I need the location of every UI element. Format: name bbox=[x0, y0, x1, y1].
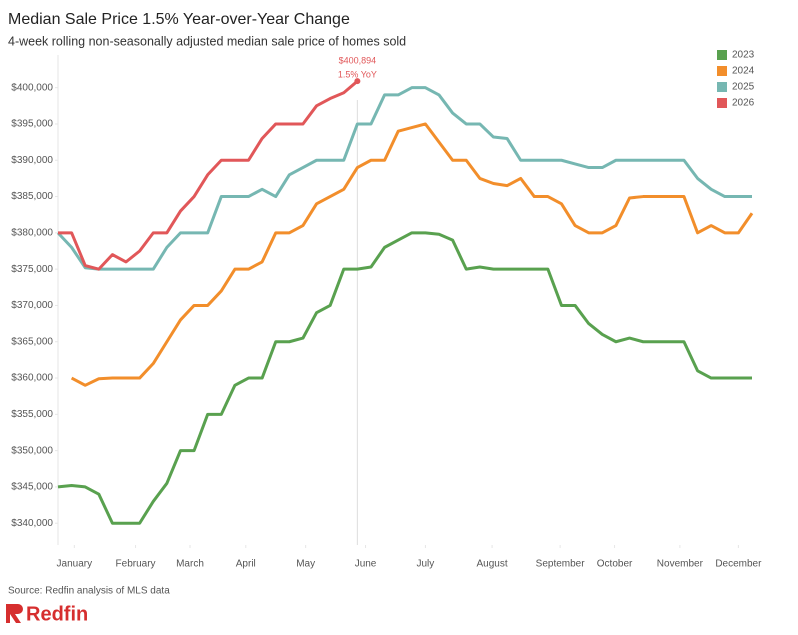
series-line bbox=[58, 80, 359, 271]
x-tick-label: November bbox=[657, 559, 704, 570]
series-line bbox=[70, 122, 754, 387]
x-tick-label: March bbox=[176, 559, 204, 570]
x-tick-label: June bbox=[355, 559, 377, 570]
source: Source: Redfin analysis of MLS data bbox=[8, 586, 170, 597]
legend-label: 2023 bbox=[732, 50, 755, 61]
y-tick-label: $365,000 bbox=[11, 336, 53, 347]
x-tick-label: January bbox=[57, 559, 93, 570]
logo-icon bbox=[6, 604, 23, 623]
legend-label: 2025 bbox=[732, 82, 755, 93]
x-tick-label: May bbox=[296, 559, 315, 570]
x-tick-label: July bbox=[417, 559, 435, 570]
series-line bbox=[57, 231, 752, 525]
legend-label: 2026 bbox=[732, 98, 755, 109]
y-tick-label: $400,000 bbox=[11, 82, 53, 93]
y-tick-label: $350,000 bbox=[11, 445, 53, 456]
legend-swatch bbox=[717, 66, 727, 76]
y-tick-label: $385,000 bbox=[11, 191, 53, 202]
legend-label: 2024 bbox=[732, 66, 755, 77]
x-tick-label: April bbox=[236, 559, 256, 570]
series-line bbox=[56, 86, 752, 271]
annotation: $400,894 bbox=[339, 56, 377, 66]
x-tick-label: December bbox=[715, 559, 762, 570]
y-tick-label: $370,000 bbox=[11, 300, 53, 311]
chart-title: Median Sale Price 1.5% Year-over-Year Ch… bbox=[8, 11, 350, 28]
y-tick-label: $360,000 bbox=[11, 373, 53, 384]
end-point bbox=[354, 78, 361, 85]
x-tick-label: August bbox=[477, 559, 508, 570]
x-tick-label: February bbox=[116, 559, 156, 570]
y-tick-label: $395,000 bbox=[11, 119, 53, 130]
y-tick-label: $390,000 bbox=[11, 155, 53, 166]
y-tick-label: $355,000 bbox=[11, 409, 53, 420]
x-tick-label: October bbox=[597, 559, 633, 570]
logo: Redfin bbox=[26, 603, 88, 625]
legend-swatch bbox=[717, 50, 727, 60]
x-tick-label: September bbox=[536, 559, 586, 570]
legend-swatch bbox=[717, 82, 727, 92]
y-tick-label: $380,000 bbox=[11, 227, 53, 238]
annotation: 1.5% YoY bbox=[338, 70, 377, 80]
legend-swatch bbox=[717, 98, 727, 108]
chart-subtitle: 4-week rolling non-seasonally adjusted m… bbox=[8, 34, 406, 48]
y-tick-label: $345,000 bbox=[11, 482, 53, 493]
y-tick-label: $375,000 bbox=[11, 264, 53, 275]
y-tick-label: $340,000 bbox=[11, 518, 53, 529]
